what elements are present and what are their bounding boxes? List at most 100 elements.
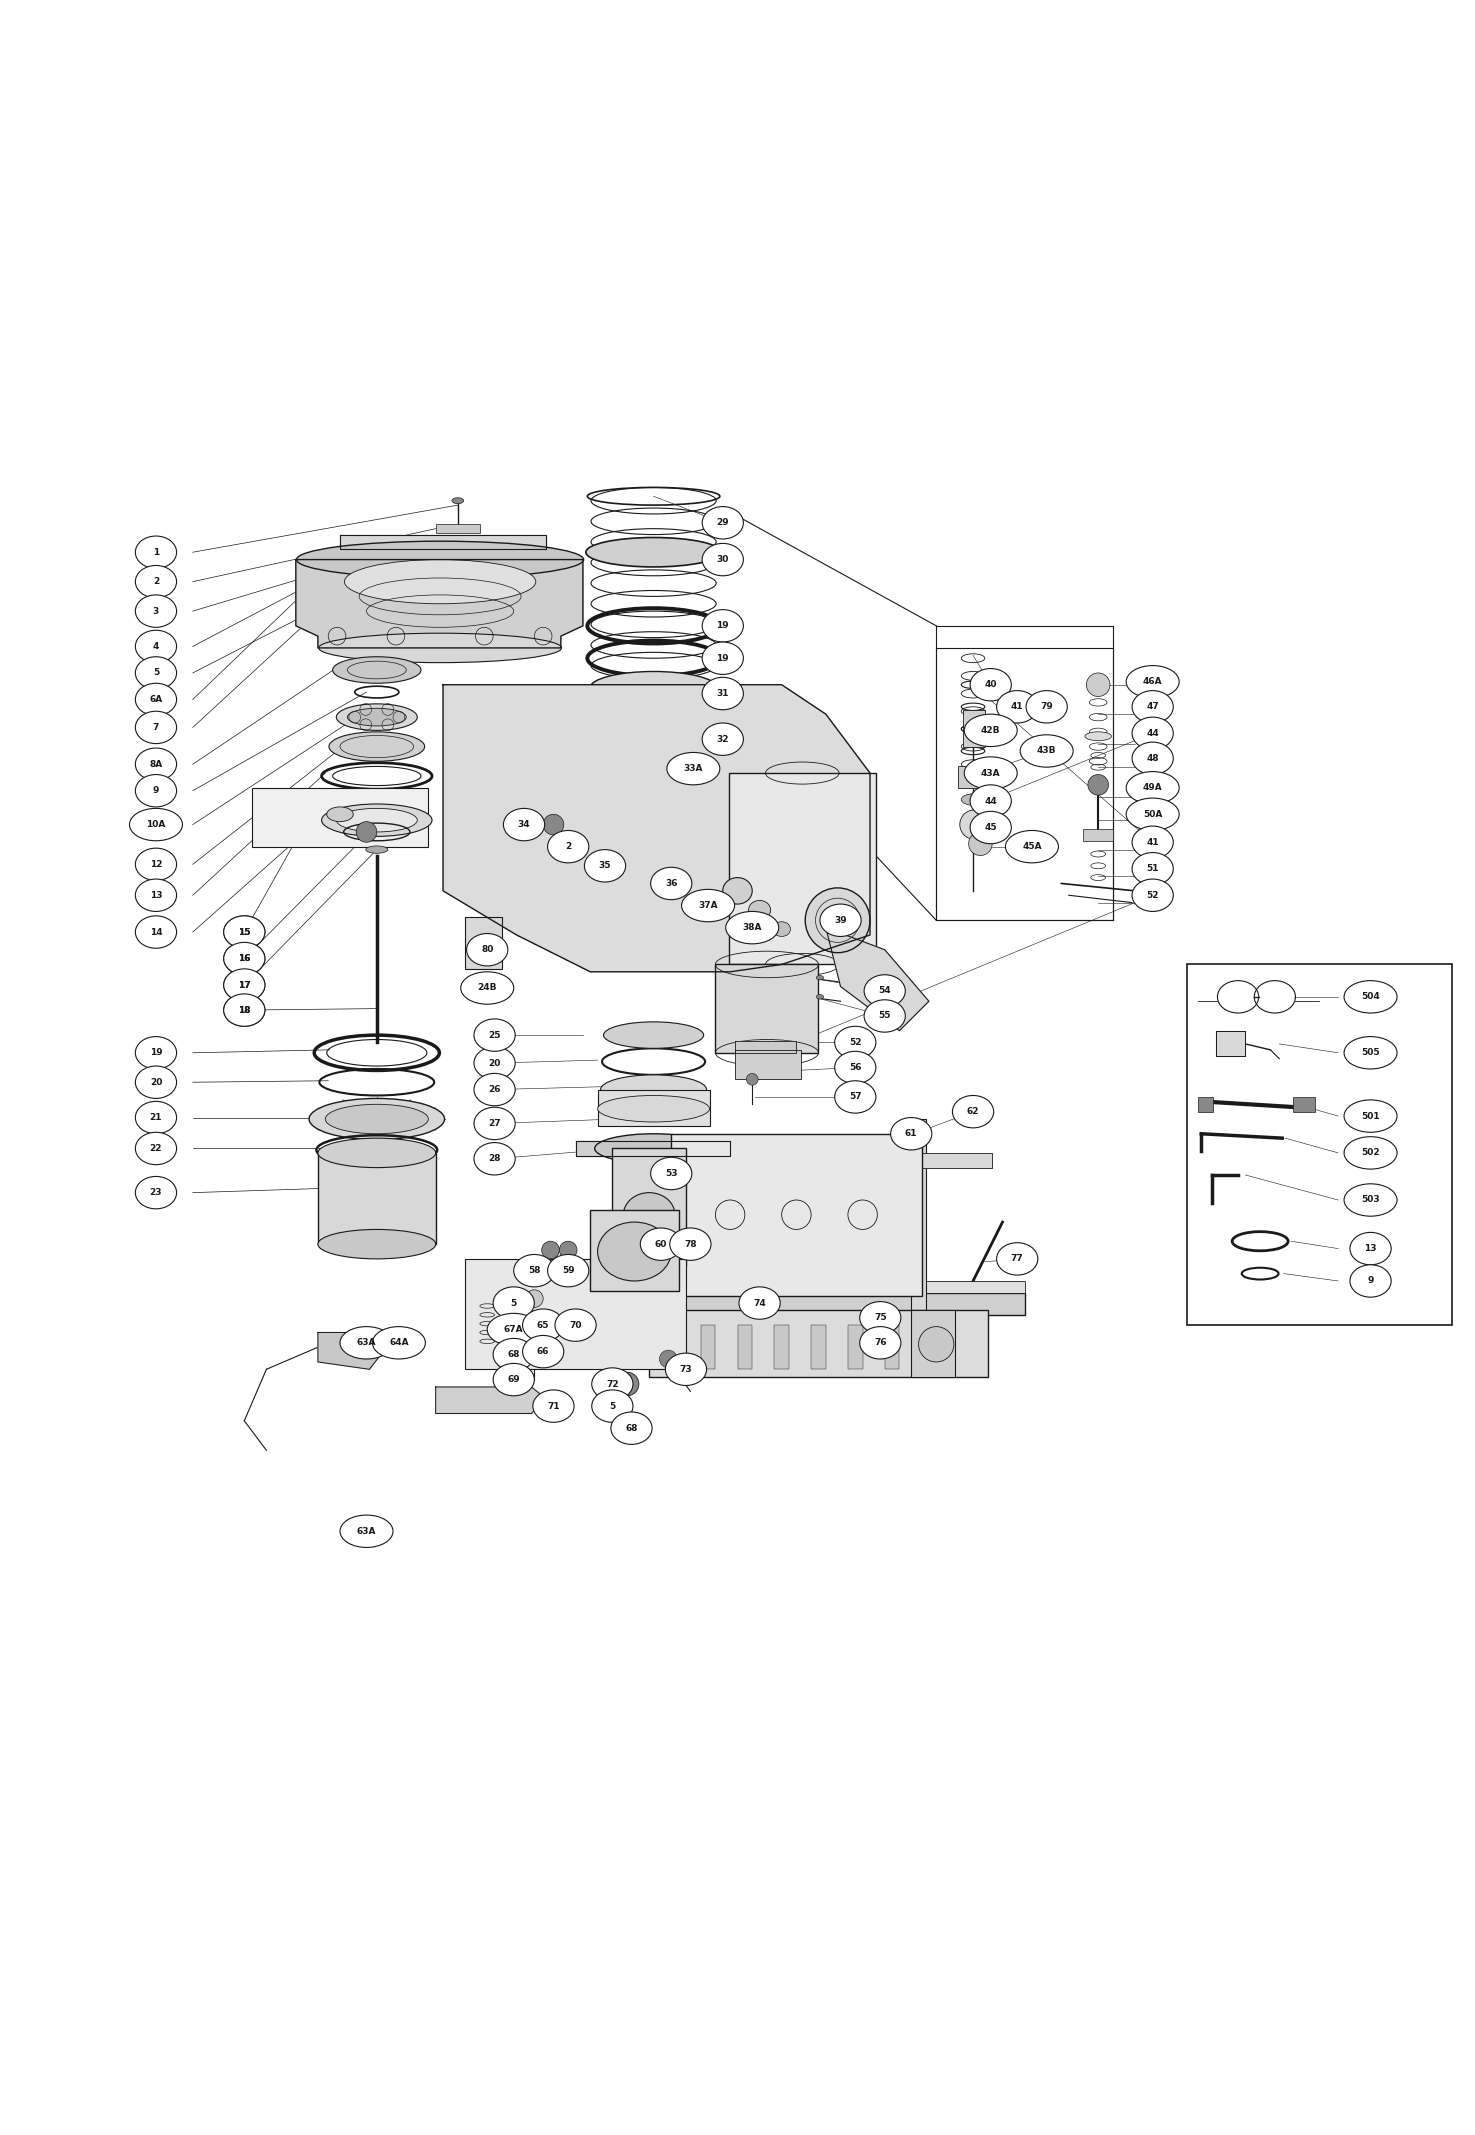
Text: 74: 74 xyxy=(754,1298,766,1307)
Ellipse shape xyxy=(739,1287,780,1319)
Ellipse shape xyxy=(1350,1264,1391,1298)
Ellipse shape xyxy=(136,848,177,880)
Text: 44: 44 xyxy=(1146,728,1159,739)
Ellipse shape xyxy=(971,786,1012,818)
Ellipse shape xyxy=(1131,690,1173,724)
Bar xyxy=(738,1326,752,1369)
Bar xyxy=(671,1281,1025,1294)
Text: 18: 18 xyxy=(237,1006,251,1014)
Ellipse shape xyxy=(723,877,752,903)
Circle shape xyxy=(1087,673,1111,696)
Ellipse shape xyxy=(590,863,717,895)
Text: 63A: 63A xyxy=(357,1527,376,1535)
Bar xyxy=(612,1149,686,1266)
Bar xyxy=(1292,1097,1314,1112)
Ellipse shape xyxy=(136,566,177,598)
Text: 19: 19 xyxy=(717,653,729,662)
Bar xyxy=(319,1153,435,1245)
Ellipse shape xyxy=(816,976,823,980)
Ellipse shape xyxy=(667,752,720,786)
Text: 14: 14 xyxy=(149,927,162,937)
Text: 59: 59 xyxy=(562,1266,574,1275)
Ellipse shape xyxy=(310,1097,444,1140)
Ellipse shape xyxy=(136,536,177,568)
Circle shape xyxy=(969,833,993,856)
Text: 66: 66 xyxy=(537,1347,549,1356)
Text: 502: 502 xyxy=(1361,1149,1381,1157)
Ellipse shape xyxy=(962,794,988,805)
Ellipse shape xyxy=(532,1390,574,1422)
Ellipse shape xyxy=(487,1313,540,1345)
Text: 65: 65 xyxy=(537,1322,549,1330)
Polygon shape xyxy=(575,1140,730,1155)
Ellipse shape xyxy=(341,1326,392,1360)
Bar xyxy=(885,1326,900,1369)
Ellipse shape xyxy=(1344,1136,1397,1170)
Text: 29: 29 xyxy=(717,519,729,527)
Ellipse shape xyxy=(773,922,791,937)
Text: 37A: 37A xyxy=(698,901,718,910)
Ellipse shape xyxy=(650,867,692,899)
Text: 1: 1 xyxy=(153,549,159,557)
Text: 10A: 10A xyxy=(146,820,165,828)
Text: 12: 12 xyxy=(150,860,162,869)
Ellipse shape xyxy=(136,1102,177,1134)
Ellipse shape xyxy=(224,995,266,1027)
Text: 8A: 8A xyxy=(149,760,162,769)
Ellipse shape xyxy=(473,1046,515,1080)
Bar xyxy=(252,788,428,848)
Ellipse shape xyxy=(493,1339,534,1371)
Text: 76: 76 xyxy=(875,1339,886,1347)
Ellipse shape xyxy=(1131,826,1173,858)
Text: 51: 51 xyxy=(1146,865,1159,873)
Ellipse shape xyxy=(891,1117,932,1151)
Text: 2: 2 xyxy=(153,576,159,587)
Circle shape xyxy=(746,1074,758,1085)
Text: 68: 68 xyxy=(625,1424,637,1433)
Text: 56: 56 xyxy=(850,1063,861,1072)
Ellipse shape xyxy=(136,1038,177,1070)
Text: 48: 48 xyxy=(1146,754,1159,762)
Ellipse shape xyxy=(333,658,420,683)
Ellipse shape xyxy=(1127,666,1179,698)
Ellipse shape xyxy=(319,634,562,662)
Ellipse shape xyxy=(391,551,400,555)
Polygon shape xyxy=(1215,1031,1245,1055)
Polygon shape xyxy=(296,559,583,647)
Ellipse shape xyxy=(322,805,432,837)
Ellipse shape xyxy=(1344,1183,1397,1217)
Ellipse shape xyxy=(513,1255,555,1287)
Text: 13: 13 xyxy=(1364,1245,1376,1253)
Ellipse shape xyxy=(835,1027,876,1059)
Text: 69: 69 xyxy=(507,1375,521,1383)
Ellipse shape xyxy=(1127,798,1179,831)
Text: 9: 9 xyxy=(153,786,159,794)
Ellipse shape xyxy=(136,1176,177,1208)
Polygon shape xyxy=(442,685,870,971)
Ellipse shape xyxy=(590,673,717,705)
Text: 55: 55 xyxy=(879,1012,891,1021)
Text: 79: 79 xyxy=(1040,702,1053,711)
Bar xyxy=(701,1326,715,1369)
Ellipse shape xyxy=(971,668,1012,700)
Text: 19: 19 xyxy=(149,1048,162,1057)
Text: 7: 7 xyxy=(153,724,159,732)
Ellipse shape xyxy=(971,811,1012,843)
Circle shape xyxy=(525,1311,543,1330)
Ellipse shape xyxy=(547,831,589,863)
Ellipse shape xyxy=(1027,690,1068,724)
Ellipse shape xyxy=(584,850,625,882)
Text: 60: 60 xyxy=(655,1240,667,1249)
Text: 33A: 33A xyxy=(683,764,704,773)
Text: 5: 5 xyxy=(510,1298,516,1307)
Text: 9: 9 xyxy=(1367,1277,1373,1285)
Text: 20: 20 xyxy=(488,1059,502,1068)
Ellipse shape xyxy=(650,1157,692,1189)
Ellipse shape xyxy=(702,611,743,643)
Text: 39: 39 xyxy=(835,916,847,924)
Text: 46A: 46A xyxy=(1143,677,1162,685)
Ellipse shape xyxy=(665,1354,707,1386)
Text: 43B: 43B xyxy=(1037,747,1056,756)
Ellipse shape xyxy=(702,643,743,675)
Text: 23: 23 xyxy=(150,1189,162,1198)
